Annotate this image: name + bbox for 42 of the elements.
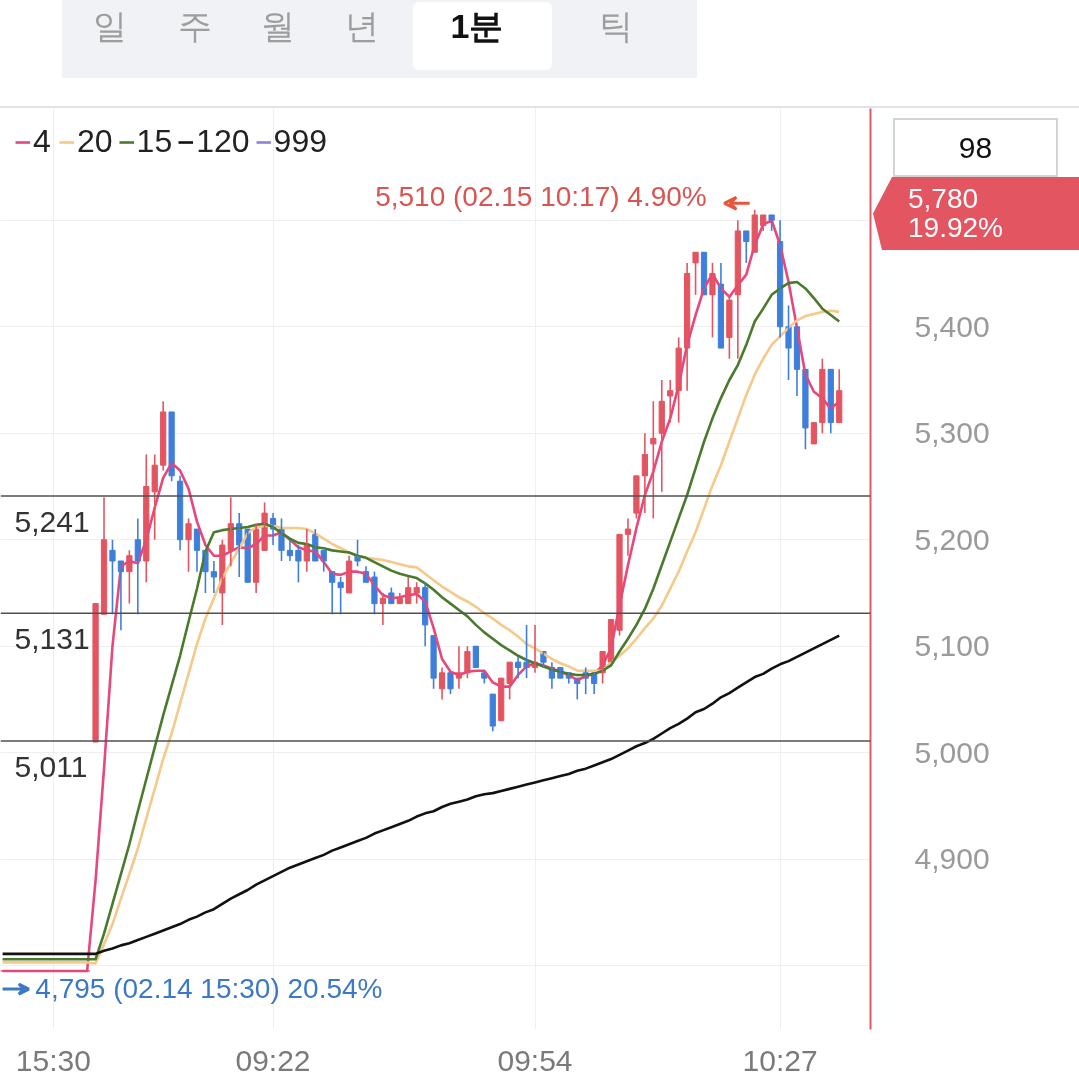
text: 98 [893, 118, 1058, 177]
candlestick [168, 411, 175, 482]
legend-label: 999 [273, 123, 327, 160]
annotation: 4,795 (02.14 15:30) 20.54% [35, 973, 383, 1005]
candlestick [506, 661, 513, 701]
candlestick [700, 251, 708, 296]
legend-label: 4 [33, 123, 52, 160]
candlestick [185, 517, 192, 573]
text: 주 [177, 6, 213, 47]
annotation: 5,510 (02.15 10:17) 4.90% [375, 181, 707, 213]
legend-label: 15 [136, 123, 173, 160]
x-tick-label: 15:30 [15, 1043, 91, 1077]
y-tick-label: 5,300 [914, 416, 990, 450]
y-tick-label: 5,200 [914, 522, 990, 556]
text: 년 [344, 6, 380, 47]
text: 틱 [598, 6, 634, 47]
legend-label: 20 [77, 123, 113, 160]
candlestick [633, 475, 640, 520]
legend-label: 120 [196, 123, 250, 160]
ref-line-label: 5,011 [14, 749, 88, 783]
candlestick [692, 251, 699, 296]
x-tick-label: 09:54 [497, 1043, 573, 1077]
candlestick [92, 603, 99, 743]
text: 일 [92, 6, 128, 47]
ref-line-label: 5,131 [14, 622, 90, 656]
candlestick [295, 544, 302, 584]
y-tick-label: 5,100 [914, 629, 990, 663]
text: 1분 [449, 6, 505, 47]
text: 월 [260, 6, 296, 47]
candlestick [726, 294, 733, 360]
candlestick [430, 634, 437, 690]
text: 5,780 [908, 183, 980, 214]
y-tick-label: 5,000 [914, 735, 990, 769]
y-tick-label: 5,400 [914, 309, 990, 343]
candlestick [498, 677, 505, 722]
ref-line-label: 5,241 [14, 505, 90, 539]
x-tick-label: 09:22 [235, 1043, 311, 1077]
x-tick-label: 10:27 [742, 1043, 818, 1077]
y-tick-label: 4,900 [914, 842, 990, 876]
text: 19.92% [908, 212, 1004, 243]
candlestick [447, 672, 454, 695]
candlestick [650, 400, 657, 520]
